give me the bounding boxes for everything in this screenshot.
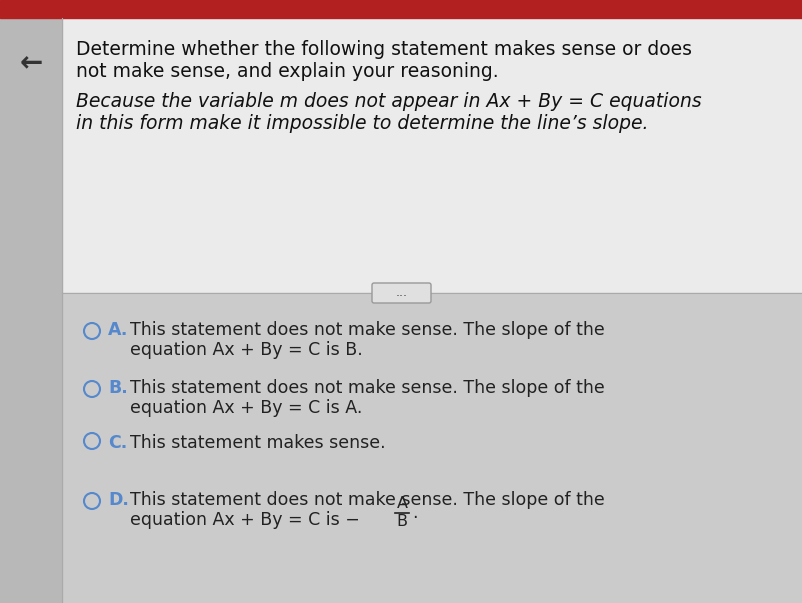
Text: B: B	[396, 514, 407, 529]
Text: Because the variable m does not appear in Ax + By = C equations: Because the variable m does not appear i…	[76, 92, 701, 111]
Text: A.: A.	[107, 321, 128, 339]
Text: ←: ←	[19, 49, 43, 77]
Text: ...: ...	[395, 286, 407, 300]
Text: .: .	[411, 504, 417, 522]
Text: This statement does not make sense. The slope of the: This statement does not make sense. The …	[130, 379, 604, 397]
Text: A: A	[396, 496, 407, 511]
Text: equation Ax + By = C is B.: equation Ax + By = C is B.	[130, 341, 363, 359]
Text: This statement makes sense.: This statement makes sense.	[130, 434, 385, 452]
Bar	[0, 18, 62, 603]
Text: in this form make it impossible to determine the line’s slope.: in this form make it impossible to deter…	[76, 114, 648, 133]
Bar	[0, 0, 802, 18]
Text: not make sense, and explain your reasoning.: not make sense, and explain your reasoni…	[76, 62, 498, 81]
Text: equation Ax + By = C is −: equation Ax + By = C is −	[130, 511, 359, 529]
Text: D.: D.	[107, 491, 128, 509]
Bar	[0, 18, 802, 293]
Text: This statement does not make sense. The slope of the: This statement does not make sense. The …	[130, 491, 604, 509]
Text: B.: B.	[107, 379, 128, 397]
Text: equation Ax + By = C is A.: equation Ax + By = C is A.	[130, 399, 362, 417]
Text: C.: C.	[107, 434, 127, 452]
Text: Determine whether the following statement makes sense or does: Determine whether the following statemen…	[76, 40, 691, 59]
FancyBboxPatch shape	[371, 283, 431, 303]
Text: This statement does not make sense. The slope of the: This statement does not make sense. The …	[130, 321, 604, 339]
